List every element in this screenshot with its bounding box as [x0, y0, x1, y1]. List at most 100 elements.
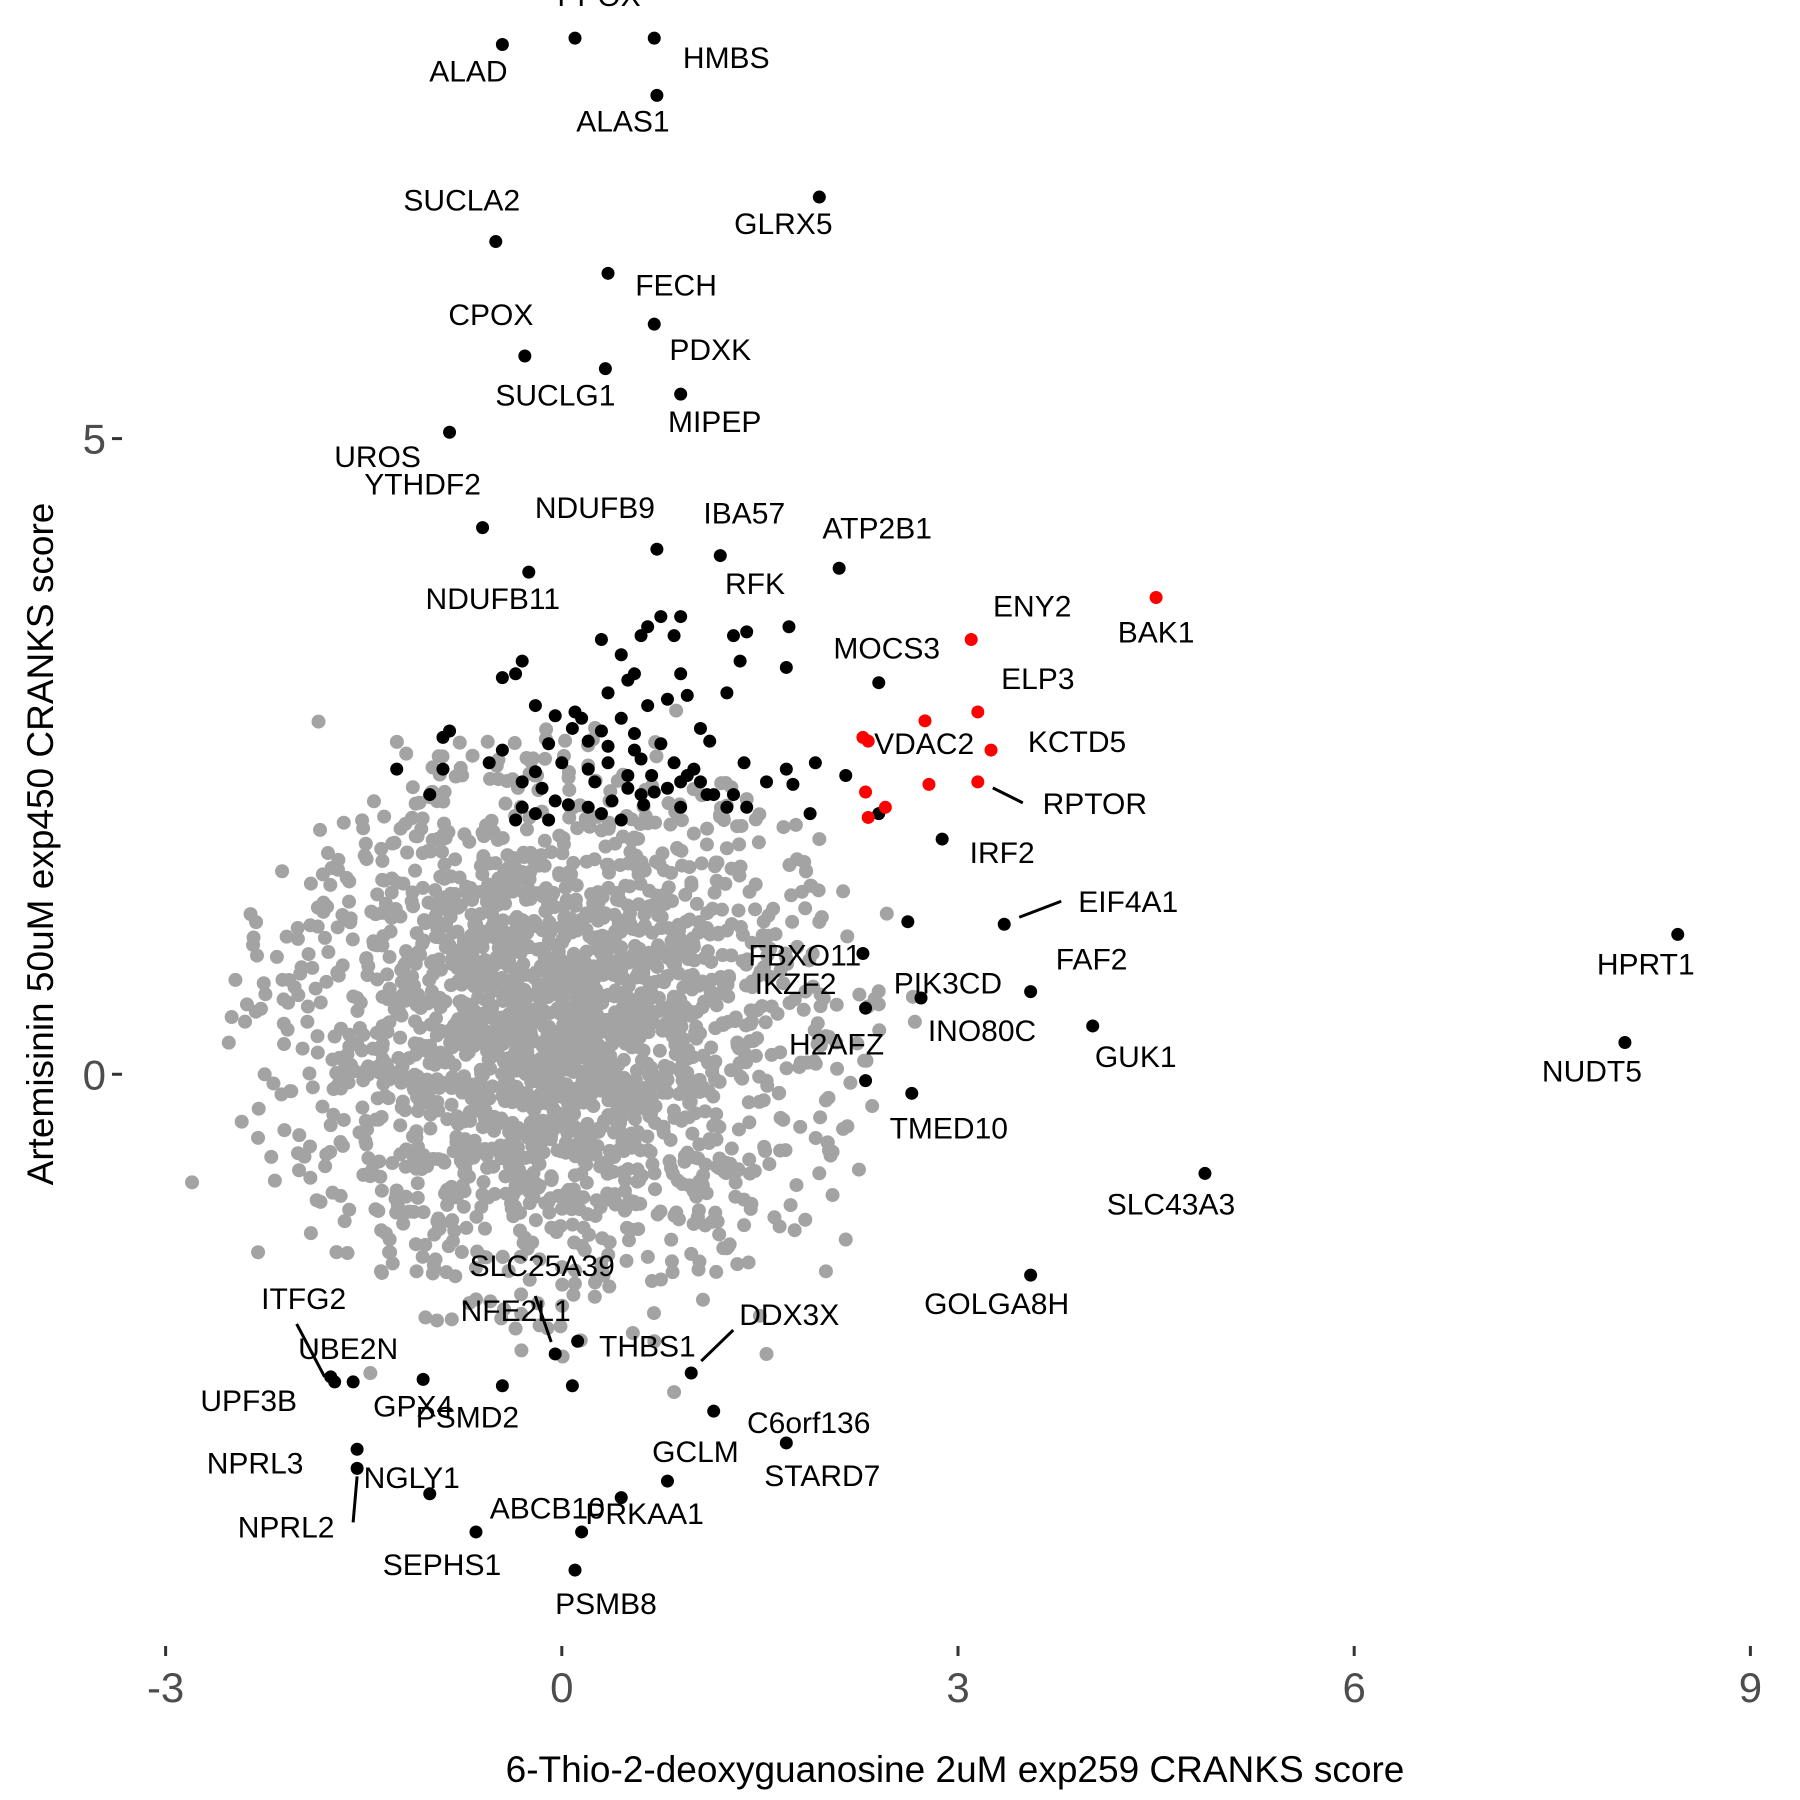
background-point — [319, 1147, 334, 1162]
background-point — [779, 1061, 794, 1076]
hit-point — [581, 734, 595, 748]
hit-point — [555, 756, 569, 770]
gene-label: GOLGA8H — [924, 1288, 1069, 1321]
background-point — [492, 928, 507, 943]
background-point — [666, 1008, 681, 1023]
background-point — [552, 1006, 567, 1021]
gene-point — [707, 1404, 721, 1418]
background-point — [448, 769, 463, 784]
gene-label: THBS1 — [599, 1331, 696, 1364]
background-point — [569, 954, 584, 969]
hit-point — [693, 775, 707, 789]
background-point — [251, 1245, 266, 1260]
hit-point — [660, 692, 674, 706]
background-point — [305, 960, 320, 975]
hit-point — [733, 654, 747, 668]
gene-point — [832, 561, 846, 575]
background-point — [325, 1185, 340, 1200]
background-point — [661, 921, 676, 936]
background-point — [375, 989, 390, 1004]
background-point — [441, 1053, 456, 1068]
background-point — [374, 1183, 389, 1198]
background-point — [554, 1108, 569, 1123]
background-point — [409, 1124, 424, 1139]
gene-point — [674, 387, 688, 401]
background-point — [514, 1287, 529, 1302]
background-point — [721, 989, 736, 1004]
background-point — [435, 749, 450, 764]
background-point — [576, 1220, 591, 1235]
gene-label: FAF2 — [1056, 944, 1128, 977]
background-point — [342, 1202, 357, 1217]
background-point — [350, 990, 365, 1005]
background-point — [544, 888, 559, 903]
background-point — [483, 1294, 498, 1309]
background-point — [508, 1321, 523, 1336]
gene-point — [779, 1436, 793, 1450]
hit-point — [614, 711, 628, 725]
background-point — [758, 938, 773, 953]
hit-point — [614, 813, 628, 827]
x-tick-label: -3 — [147, 1664, 184, 1711]
gene-label: GLRX5 — [734, 208, 832, 241]
background-point — [787, 992, 802, 1007]
background-point — [470, 1098, 485, 1113]
background-point — [662, 1061, 677, 1076]
background-point — [398, 817, 413, 832]
background-point — [760, 1078, 775, 1093]
background-point — [591, 885, 606, 900]
background-point — [555, 846, 570, 861]
background-point — [428, 929, 443, 944]
background-point — [256, 976, 271, 991]
background-point — [672, 1087, 687, 1102]
gene-label: ALAS1 — [576, 105, 669, 138]
hit-point — [839, 769, 853, 783]
background-point — [798, 1212, 813, 1227]
background-point — [398, 1159, 413, 1174]
background-point — [692, 915, 707, 930]
background-point — [311, 714, 326, 729]
background-point — [295, 1041, 310, 1056]
background-point — [371, 935, 386, 950]
background-point — [400, 845, 415, 860]
background-point — [625, 1326, 640, 1341]
background-point — [716, 1241, 731, 1256]
background-point — [529, 988, 544, 1003]
background-point — [335, 1138, 350, 1153]
background-point — [630, 1162, 645, 1177]
background-point — [437, 857, 452, 872]
hit-point — [667, 756, 681, 770]
background-point — [387, 835, 402, 850]
hit-point — [515, 654, 529, 668]
background-point — [330, 920, 345, 935]
background-point — [476, 851, 491, 866]
background-point — [507, 736, 522, 751]
gene-point — [350, 1442, 364, 1456]
background-point — [336, 1112, 351, 1127]
background-point — [695, 1292, 710, 1307]
background-point — [439, 1265, 454, 1280]
background-point — [385, 1256, 400, 1271]
background-points-layer — [185, 703, 922, 1400]
background-point — [684, 875, 699, 890]
background-point — [614, 962, 629, 977]
hit-point — [687, 762, 701, 776]
background-point — [759, 1346, 774, 1361]
background-point — [374, 1109, 389, 1124]
background-point — [547, 900, 562, 915]
hit-point — [528, 699, 542, 713]
background-point — [463, 1028, 478, 1043]
background-point — [378, 1226, 393, 1241]
background-point — [686, 1184, 701, 1199]
background-point — [553, 1319, 568, 1334]
background-point — [495, 1249, 510, 1264]
background-point — [758, 1015, 773, 1030]
background-point — [764, 999, 779, 1014]
background-point — [644, 949, 659, 964]
background-point — [793, 1119, 808, 1134]
background-point — [812, 914, 827, 929]
leader-line — [992, 786, 1024, 805]
background-point — [506, 1030, 521, 1045]
background-point — [787, 1223, 802, 1238]
background-point — [647, 1334, 662, 1349]
